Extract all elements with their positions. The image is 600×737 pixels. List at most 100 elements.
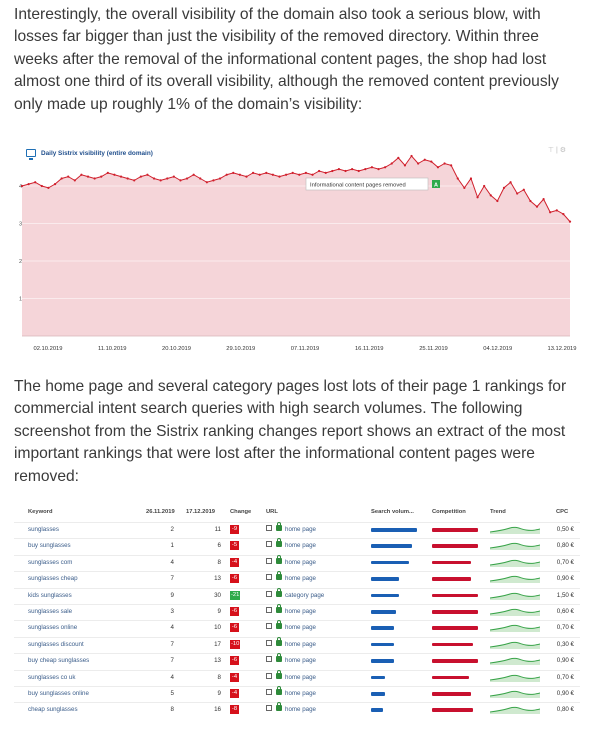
table-row[interactable]: sunglasses online 4 10 -6 home page 0,70 € xyxy=(14,620,580,636)
col-change[interactable]: Change xyxy=(230,509,252,515)
external-link-icon[interactable] xyxy=(266,574,272,581)
row-divider xyxy=(14,685,580,687)
row-divider xyxy=(14,620,580,622)
data-point xyxy=(27,183,30,186)
data-point xyxy=(265,171,268,174)
data-point xyxy=(529,199,532,203)
url-link[interactable]: home page xyxy=(285,575,316,583)
data-point xyxy=(456,177,459,180)
keyword-link[interactable]: kids sunglasses xyxy=(28,591,72,599)
col-url[interactable]: URL xyxy=(266,509,278,515)
keyword-link[interactable]: buy cheap sunglasses xyxy=(28,657,90,665)
col-date-after[interactable]: 17.12.2019 xyxy=(186,509,216,515)
col-competition[interactable]: Competition xyxy=(432,509,466,515)
data-point xyxy=(318,169,321,173)
data-point xyxy=(192,173,195,176)
table-row[interactable]: sunglasses com 4 8 -4 home page 0,70 € xyxy=(14,554,580,571)
url-link[interactable]: home page xyxy=(285,640,316,648)
external-link-icon[interactable] xyxy=(266,557,272,564)
col-search-volume[interactable]: Search volum... xyxy=(371,509,414,515)
keyword-link[interactable]: buy sunglasses online xyxy=(28,689,89,697)
competition-bar xyxy=(432,642,473,647)
url-link[interactable]: home page xyxy=(285,607,316,615)
table-row[interactable]: buy sunglasses online 5 9 -4 home page 0,90 € xyxy=(14,685,580,702)
url-link[interactable]: home page xyxy=(285,657,316,665)
url-link[interactable]: home page xyxy=(285,558,316,566)
position-after: 13 xyxy=(214,575,221,583)
change-badge: -6 xyxy=(230,623,239,633)
data-point xyxy=(542,198,545,201)
data-point xyxy=(34,181,37,184)
external-link-icon[interactable] xyxy=(266,672,272,679)
position-before: 4 xyxy=(170,624,174,632)
table-row[interactable]: sunglasses 2 11 -9 home page 0,50 € xyxy=(14,522,580,538)
search-volume-bar xyxy=(371,593,399,598)
url-link[interactable]: home page xyxy=(285,542,316,550)
change-badge: -4 xyxy=(230,557,239,567)
external-link-icon[interactable] xyxy=(266,639,272,646)
change-badge: -10 xyxy=(230,639,241,649)
data-point xyxy=(311,173,314,176)
keyword-link[interactable]: sunglasses online xyxy=(28,624,78,632)
external-link-icon[interactable] xyxy=(266,656,272,663)
trend-sparkline xyxy=(489,573,541,585)
keyword-link[interactable]: sunglasses sale xyxy=(28,607,73,615)
url-link[interactable]: category page xyxy=(285,591,325,599)
table-row[interactable]: kids sunglasses 9 30 -21 category page 1,50 € xyxy=(14,587,580,604)
external-link-icon[interactable] xyxy=(266,623,272,630)
url-link[interactable]: home page xyxy=(285,673,316,681)
data-point xyxy=(370,166,374,169)
table-row[interactable]: buy sunglasses 1 6 -5 home page 0,80 € xyxy=(14,538,580,554)
external-link-icon[interactable] xyxy=(266,688,272,695)
table-header: Keyword 26.11.2019 17.12.2019 Change URL… xyxy=(14,506,580,522)
data-point xyxy=(60,177,63,180)
change-badge: -6 xyxy=(230,656,239,666)
competition-bar xyxy=(432,609,478,614)
url-link[interactable]: home page xyxy=(285,689,316,697)
position-after: 8 xyxy=(217,673,221,681)
data-point xyxy=(364,168,367,171)
competition-bar xyxy=(432,708,473,712)
table-row[interactable]: sunglasses sale 3 9 -6 home page 0,60 € xyxy=(14,603,580,620)
external-link-icon[interactable] xyxy=(266,525,272,531)
data-point xyxy=(199,177,202,180)
col-keyword[interactable]: Keyword xyxy=(28,509,53,515)
lock-icon xyxy=(276,587,282,597)
external-link-icon[interactable] xyxy=(266,541,272,548)
cpc-value: 0,70 € xyxy=(556,673,574,681)
change-badge: -6 xyxy=(230,606,239,616)
chart-area-fill xyxy=(22,156,570,336)
keyword-link[interactable]: buy sunglasses xyxy=(28,542,71,550)
intro-paragraph: Interestingly, the overall visibility of… xyxy=(14,6,559,113)
col-cpc[interactable]: CPC xyxy=(556,509,569,515)
keyword-link[interactable]: sunglasses com xyxy=(28,558,73,566)
col-date-before[interactable]: 26.11.2019 xyxy=(146,509,175,515)
table-row[interactable]: sunglasses co uk 4 8 -4 home page 0,70 € xyxy=(14,669,580,686)
keyword-link[interactable]: sunglasses discount xyxy=(28,640,84,648)
table-row[interactable]: cheap sunglasses 8 16 -8 home page 0,80 € xyxy=(14,702,580,718)
table-row[interactable]: buy cheap sunglasses 7 13 -6 home page 0,90 € xyxy=(14,653,580,669)
competition-bar xyxy=(432,593,478,598)
trend-sparkline xyxy=(489,688,541,700)
table-row[interactable]: sunglasses cheap 7 13 -6 home page 0,90 € xyxy=(14,571,580,587)
table-row[interactable]: sunglasses discount 7 17 -10 home page 0,30 € xyxy=(14,636,580,653)
data-point xyxy=(397,156,400,159)
url-link[interactable]: home page xyxy=(285,526,316,533)
col-trend[interactable]: Trend xyxy=(490,509,506,515)
data-point xyxy=(258,173,261,176)
keyword-link[interactable]: sunglasses xyxy=(28,526,59,533)
position-after: 9 xyxy=(217,607,221,615)
keyword-link[interactable]: sunglasses cheap xyxy=(28,575,78,583)
row-divider xyxy=(14,538,580,540)
external-link-icon[interactable] xyxy=(266,606,272,613)
change-badge: -9 xyxy=(230,525,239,534)
keyword-link[interactable]: sunglasses co uk xyxy=(28,673,76,681)
url-link[interactable]: home page xyxy=(285,706,316,714)
chart-tools-icons[interactable]: ⊤ | ⚙ xyxy=(547,147,566,154)
external-link-icon[interactable] xyxy=(266,590,272,597)
url-link[interactable]: home page xyxy=(285,624,316,632)
external-link-icon[interactable] xyxy=(266,705,272,712)
keyword-link[interactable]: cheap sunglasses xyxy=(28,706,78,714)
x-tick-label: 04.12.2019 xyxy=(483,346,512,352)
search-volume-bar xyxy=(371,609,396,614)
